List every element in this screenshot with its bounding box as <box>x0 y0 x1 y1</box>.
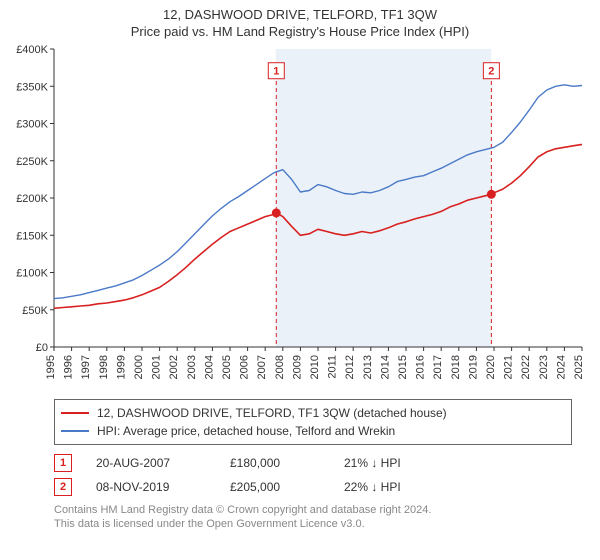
svg-text:2006: 2006 <box>239 355 251 379</box>
svg-text:2020: 2020 <box>485 355 497 379</box>
svg-text:2014: 2014 <box>379 355 391 379</box>
svg-text:2019: 2019 <box>467 355 479 379</box>
svg-text:£300K: £300K <box>16 118 48 130</box>
legend-swatch-property <box>61 412 89 414</box>
legend-row-hpi: HPI: Average price, detached house, Telf… <box>61 422 565 440</box>
svg-text:1996: 1996 <box>63 355 75 379</box>
svg-text:1997: 1997 <box>80 355 92 379</box>
legend-swatch-hpi <box>61 430 89 432</box>
sale-price-2: £205,000 <box>230 480 320 494</box>
svg-text:2002: 2002 <box>168 355 180 379</box>
legend-label-hpi: HPI: Average price, detached house, Telf… <box>97 422 395 440</box>
footer: Contains HM Land Registry data © Crown c… <box>54 503 572 533</box>
sale-badge-2: 2 <box>54 478 72 496</box>
svg-text:2012: 2012 <box>344 355 356 379</box>
svg-text:2016: 2016 <box>415 355 427 379</box>
svg-text:1: 1 <box>273 65 279 77</box>
svg-text:£400K: £400K <box>16 44 48 56</box>
svg-text:2005: 2005 <box>221 355 233 379</box>
svg-text:2017: 2017 <box>432 355 444 379</box>
sale-date-2: 08-NOV-2019 <box>96 480 206 494</box>
sale-delta-1: 21% ↓ HPI <box>344 456 401 470</box>
svg-text:1998: 1998 <box>98 355 110 379</box>
chart-subtitle: Price paid vs. HM Land Registry's House … <box>10 24 590 39</box>
svg-text:2018: 2018 <box>450 355 462 379</box>
svg-text:£0: £0 <box>36 342 48 354</box>
svg-text:2015: 2015 <box>397 355 409 379</box>
svg-text:1995: 1995 <box>45 355 57 379</box>
svg-text:1999: 1999 <box>115 355 127 379</box>
sales-row-1: 1 20-AUG-2007 £180,000 21% ↓ HPI <box>54 451 572 475</box>
svg-text:2003: 2003 <box>186 355 198 379</box>
svg-text:2007: 2007 <box>256 355 268 379</box>
svg-text:2013: 2013 <box>362 355 374 379</box>
chart-svg: £0 £50K £100K £150K £200K £250K £300K £350K £400… <box>10 43 590 393</box>
legend: 12, DASHWOOD DRIVE, TELFORD, TF1 3QW (de… <box>54 399 572 445</box>
sale-delta-2: 22% ↓ HPI <box>344 480 401 494</box>
svg-text:2001: 2001 <box>151 355 163 379</box>
svg-text:2022: 2022 <box>520 355 532 379</box>
svg-text:£150K: £150K <box>16 230 48 242</box>
footer-line-2: This data is licensed under the Open Gov… <box>54 517 572 532</box>
svg-text:2011: 2011 <box>327 355 339 379</box>
chart-plot: £0 £50K £100K £150K £200K £250K £300K £350K £400… <box>10 43 590 393</box>
svg-text:2009: 2009 <box>291 355 303 379</box>
svg-text:2024: 2024 <box>555 355 567 379</box>
svg-text:£250K: £250K <box>16 155 48 167</box>
svg-text:£100K: £100K <box>16 267 48 279</box>
svg-text:2: 2 <box>488 65 494 77</box>
legend-row-property: 12, DASHWOOD DRIVE, TELFORD, TF1 3QW (de… <box>61 404 565 422</box>
svg-text:£200K: £200K <box>16 193 48 205</box>
svg-text:£350K: £350K <box>16 81 48 93</box>
svg-text:2004: 2004 <box>203 355 215 379</box>
svg-text:£50K: £50K <box>22 304 48 316</box>
sale-badge-1: 1 <box>54 454 72 472</box>
sale-date-1: 20-AUG-2007 <box>96 456 206 470</box>
footer-line-1: Contains HM Land Registry data © Crown c… <box>54 503 572 518</box>
svg-text:2025: 2025 <box>573 355 585 379</box>
sales-row-2: 2 08-NOV-2019 £205,000 22% ↓ HPI <box>54 475 572 499</box>
svg-text:2023: 2023 <box>538 355 550 379</box>
chart-title: 12, DASHWOOD DRIVE, TELFORD, TF1 3QW <box>10 6 590 24</box>
svg-text:2021: 2021 <box>503 355 515 379</box>
sale-price-1: £180,000 <box>230 456 320 470</box>
sales-table: 1 20-AUG-2007 £180,000 21% ↓ HPI 2 08-NO… <box>54 451 572 499</box>
svg-text:2000: 2000 <box>133 355 145 379</box>
svg-text:2008: 2008 <box>274 355 286 379</box>
svg-text:2010: 2010 <box>309 355 321 379</box>
legend-label-property: 12, DASHWOOD DRIVE, TELFORD, TF1 3QW (de… <box>97 404 447 422</box>
